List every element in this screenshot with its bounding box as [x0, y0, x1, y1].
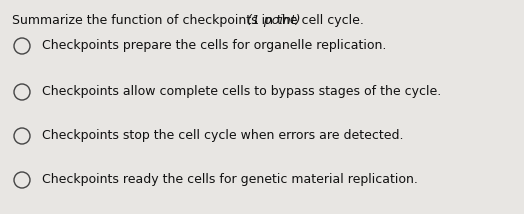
Text: (1 point): (1 point)	[243, 14, 300, 27]
Text: Checkpoints allow complete cells to bypass stages of the cycle.: Checkpoints allow complete cells to bypa…	[42, 86, 441, 98]
Text: Checkpoints stop the cell cycle when errors are detected.: Checkpoints stop the cell cycle when err…	[42, 129, 403, 143]
Text: Summarize the function of checkpoints in the cell cycle.: Summarize the function of checkpoints in…	[12, 14, 364, 27]
Text: Checkpoints prepare the cells for organelle replication.: Checkpoints prepare the cells for organe…	[42, 40, 386, 52]
Text: Checkpoints ready the cells for genetic material replication.: Checkpoints ready the cells for genetic …	[42, 174, 418, 186]
